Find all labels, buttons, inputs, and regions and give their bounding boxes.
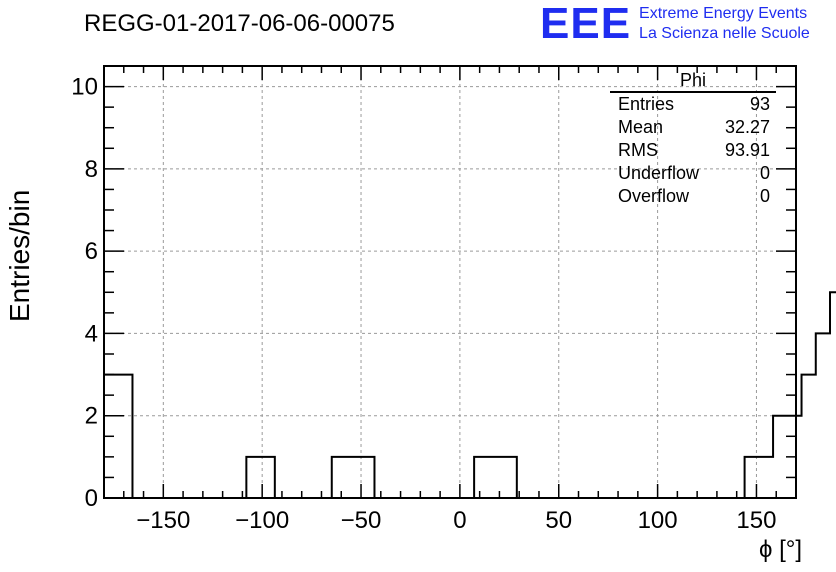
axes: [103, 65, 797, 499]
stats-row-value: 32.27: [725, 117, 770, 137]
stats-title: Phi: [680, 70, 706, 90]
x-tick-label: −50: [341, 507, 382, 534]
stats-row-label: RMS: [618, 140, 658, 160]
x-tick-label: −150: [136, 507, 190, 534]
histogram-series: [104, 291, 836, 499]
x-tick-label: 150: [736, 507, 776, 534]
logo-line-1: Extreme Energy Events: [639, 5, 808, 22]
stats-row-value: 93.91: [725, 140, 770, 160]
y-tick-label: 0: [85, 485, 98, 512]
histogram-bin: [346, 457, 360, 498]
histogram-bin: [118, 375, 132, 498]
histogram-bin: [488, 457, 502, 498]
stats-box: Phi Entries 93 Mean 32.27 RMS 93.91 Underflow 0 O…: [610, 70, 776, 206]
logo-line-2: La Scienza nelle Scuole: [639, 25, 810, 42]
histogram-bin: [802, 375, 816, 498]
x-tick-label: 100: [638, 507, 678, 534]
y-tick-label: 8: [85, 156, 98, 183]
y-tick-label: 10: [71, 74, 98, 101]
stats-row-value: 0: [760, 186, 770, 206]
histogram-bin: [360, 457, 374, 498]
stats-row-label: Underflow: [618, 163, 700, 183]
histogram-bin: [246, 457, 260, 498]
histogram-bin: [816, 333, 830, 498]
plot-frame: [103, 65, 797, 499]
histogram-bin: [759, 457, 773, 498]
eee-logo: EEE Extreme Energy Events La Scienza nel…: [540, 0, 810, 48]
plot-title: REGG-01-2017-06-06-00075: [84, 10, 395, 37]
y-tick-label: 4: [85, 320, 98, 347]
histogram-outline: [104, 291, 836, 499]
eee-logo-text: Extreme Energy Events La Scienza nelle S…: [639, 4, 810, 44]
stats-row-label: Mean: [618, 117, 663, 137]
y-tick-label: 6: [85, 238, 98, 265]
histogram-bin: [503, 457, 517, 498]
histogram-bin: [773, 416, 787, 498]
histogram-bin: [474, 457, 488, 498]
stats-row-value: 93: [750, 94, 770, 114]
tick-labels: −150 −100 −50 0 50 100 150 0 2 4 6 8 10: [71, 74, 776, 534]
y-axis-label: Entries/bin: [4, 189, 35, 322]
histogram-bin: [332, 457, 346, 498]
x-tick-label: 0: [453, 507, 466, 534]
x-tick-label: 50: [545, 507, 572, 534]
stats-row-label: Overflow: [618, 186, 690, 206]
grid-lines: [104, 66, 796, 498]
x-axis-label: ϕ [°]: [758, 536, 802, 563]
y-tick-label: 2: [85, 403, 98, 430]
eee-logo-mark: EEE: [540, 0, 632, 48]
stats-row-label: Entries: [618, 94, 674, 114]
stats-row-value: 0: [760, 163, 770, 183]
x-tick-label: −100: [235, 507, 289, 534]
